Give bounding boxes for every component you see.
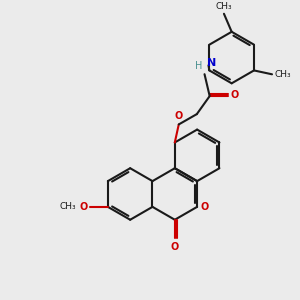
Text: O: O (175, 112, 183, 122)
Text: CH₃: CH₃ (59, 202, 76, 211)
Text: H: H (195, 61, 203, 71)
Text: CH₃: CH₃ (216, 2, 232, 11)
Text: O: O (200, 202, 208, 212)
Text: CH₃: CH₃ (275, 70, 292, 79)
Text: O: O (171, 242, 179, 252)
Text: O: O (231, 90, 239, 100)
Text: O: O (80, 202, 88, 212)
Text: N: N (206, 58, 216, 68)
